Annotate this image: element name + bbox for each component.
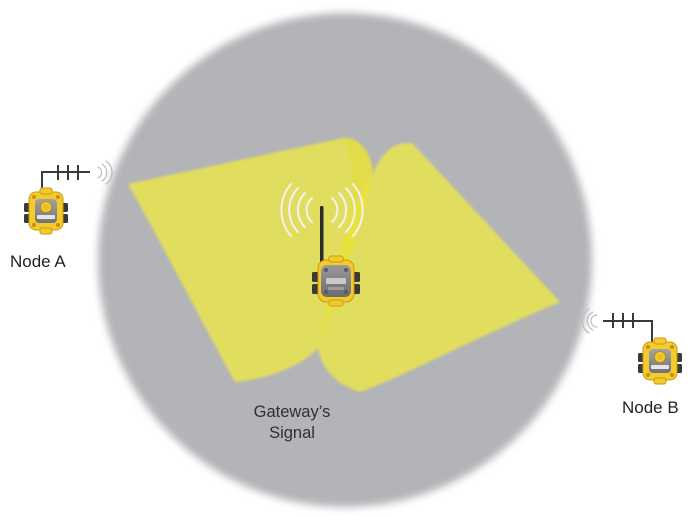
signal-waves-icon [581, 308, 598, 334]
node-a-radio-icon [23, 160, 113, 235]
signal-waves-icon [97, 160, 113, 185]
gateway-signal-label-line2: Signal [269, 424, 315, 442]
gateway-radio-icon [311, 206, 361, 307]
signal-waves-icon [280, 183, 364, 237]
node-b-label: Node B [622, 398, 679, 417]
antenna-icon [320, 206, 324, 266]
node-a-label: Node A [10, 252, 66, 271]
antenna-icon [603, 313, 653, 342]
gateway-signal-label-line1: Gateway’s [253, 403, 331, 421]
antenna-icon [41, 165, 90, 190]
node-b-radio-icon [581, 308, 683, 385]
